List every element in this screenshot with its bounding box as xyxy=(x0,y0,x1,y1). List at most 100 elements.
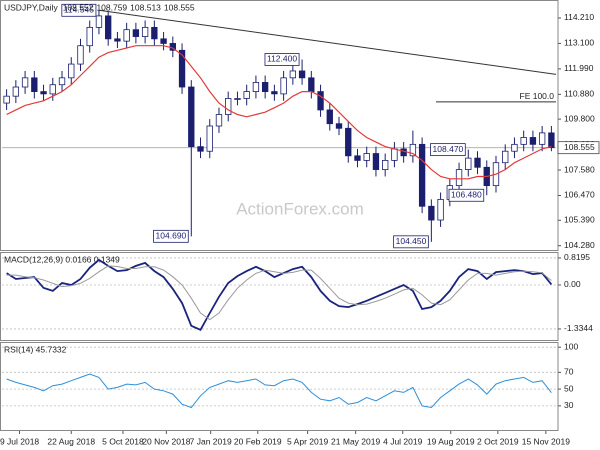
annotation-label: 112.400 xyxy=(267,54,297,64)
annotation-label: 106.480 xyxy=(451,190,482,200)
candle-body xyxy=(95,15,103,28)
indicator-line xyxy=(6,258,553,331)
x-tick-label: 22 Aug 2018 xyxy=(47,436,95,446)
candle-body xyxy=(225,98,232,115)
candle-body xyxy=(261,82,269,92)
y-tick-label: 105.390 xyxy=(564,215,595,225)
candle-body xyxy=(298,70,306,79)
candle-body xyxy=(86,26,93,47)
y-tick-label: 30 xyxy=(564,400,574,410)
quote-value: 108.552 xyxy=(63,2,94,12)
candle-body xyxy=(391,148,398,161)
candle-body xyxy=(105,15,112,40)
candle-body xyxy=(345,127,352,157)
indicator-line xyxy=(6,265,552,321)
candle-body xyxy=(49,84,56,95)
y-tick-label: 106.470 xyxy=(564,190,595,200)
candle-body xyxy=(538,132,546,145)
candle-body xyxy=(418,143,426,207)
candle-body xyxy=(12,86,20,97)
candle-body xyxy=(308,77,315,92)
candle-body xyxy=(372,153,380,170)
candle-body xyxy=(520,137,527,145)
x-tick-label: 7 Jan 2019 xyxy=(190,436,232,446)
x-tick-label: 4 Jul 2019 xyxy=(383,436,422,446)
candle-body xyxy=(317,91,324,111)
annotation-box xyxy=(61,3,97,17)
panel-title: USDJPY,Daily xyxy=(4,2,58,12)
quote-value: 108.513 xyxy=(130,2,161,12)
y-tick-label: 111.990 xyxy=(564,63,594,73)
candle-body xyxy=(31,77,38,92)
x-tick-label: 5 Oct 2018 xyxy=(102,436,144,446)
candle-body xyxy=(188,86,195,148)
rsi-panel xyxy=(0,342,559,431)
indicator-line xyxy=(6,373,552,409)
candle-body xyxy=(409,143,417,157)
x-tick-label: 19 Aug 2019 xyxy=(427,436,475,446)
y-tick-label: 113.100 xyxy=(564,38,594,48)
annotation-box xyxy=(153,229,189,243)
candle-body xyxy=(437,198,444,221)
candle-body xyxy=(326,109,333,125)
candle-body xyxy=(178,49,186,88)
x-tick-label: 15 Nov 2019 xyxy=(522,436,570,446)
candle-body xyxy=(68,63,75,79)
candle-body xyxy=(280,77,287,95)
current-price-box xyxy=(557,141,600,155)
y-tick-label: 100 xyxy=(564,341,578,351)
candle-body xyxy=(252,82,260,92)
candle-body xyxy=(243,91,250,99)
candle-body xyxy=(58,77,66,86)
current-price-label: 108.555 xyxy=(564,142,595,152)
candle-body xyxy=(132,29,140,37)
x-tick-label: 5 Apr 2019 xyxy=(287,436,328,446)
annotation-box xyxy=(448,188,485,202)
x-tick-label: 9 Jul 2018 xyxy=(0,436,39,446)
y-tick-label: 110.880 xyxy=(564,89,594,99)
candle-body xyxy=(123,29,130,42)
candle-body xyxy=(354,155,361,161)
watermark: ActionForex.com xyxy=(236,199,364,218)
x-tick-label: 21 May 2019 xyxy=(331,436,380,446)
candle-body xyxy=(511,143,518,152)
y-tick-label: 70 xyxy=(564,367,574,377)
panel-title: RSI(14) 45.7332 xyxy=(4,344,67,354)
candle-body xyxy=(206,125,213,152)
annotation-label: 108.470 xyxy=(433,144,464,154)
panel-title: MACD(12,26,9) 0.0166 0.1349 xyxy=(4,254,120,264)
price-panel xyxy=(0,0,559,251)
candle-body xyxy=(141,26,149,37)
annotation-label: 104.690 xyxy=(156,231,187,241)
candle-body xyxy=(234,98,241,100)
macd-panel xyxy=(0,252,559,341)
annotation-label: 104.450 xyxy=(396,236,427,246)
y-tick-label: 0.8195 xyxy=(564,252,590,262)
candle-body xyxy=(465,157,472,170)
y-tick-label: -1.3344 xyxy=(564,323,593,333)
annotation-box xyxy=(430,143,466,157)
candle-body xyxy=(382,160,389,170)
candle-body xyxy=(271,91,278,95)
annotation-label: 114.545 xyxy=(64,5,94,15)
y-tick-label: 109.800 xyxy=(564,113,595,123)
quote-value: 108.555 xyxy=(164,2,195,12)
annotation-box xyxy=(264,53,300,66)
x-tick-label: 20 Feb 2019 xyxy=(234,436,282,446)
moving-average xyxy=(6,45,552,180)
candle-body xyxy=(529,137,537,145)
candle-body xyxy=(215,114,223,127)
x-tick-label: 2 Oct 2019 xyxy=(477,436,519,446)
candle-body xyxy=(114,38,121,42)
candle-body xyxy=(77,45,84,65)
x-tick-label: 20 Nov 2018 xyxy=(142,436,190,446)
candle-body xyxy=(3,95,10,104)
candle-body xyxy=(40,91,47,95)
candle-body xyxy=(428,205,435,221)
candle-body xyxy=(160,38,167,44)
candle-body xyxy=(548,132,555,149)
candle-body xyxy=(363,153,370,161)
candle-body xyxy=(289,70,297,79)
annotation-box xyxy=(393,235,429,249)
y-tick-label: 114.210 xyxy=(564,12,594,22)
